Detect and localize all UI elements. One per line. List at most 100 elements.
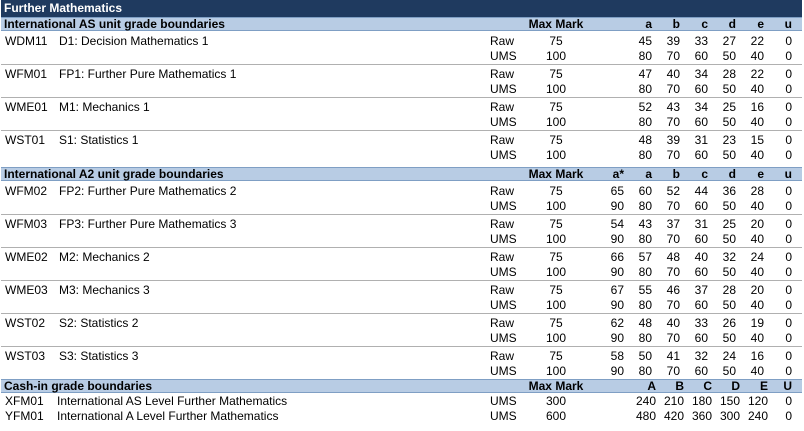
ums-grade-5: 40: [750, 364, 764, 378]
cashin-grade-header-4: E: [759, 379, 768, 393]
a2-grade-header-5: e: [757, 167, 764, 181]
raw-label: Raw: [490, 34, 515, 48]
row-divider: [1, 97, 802, 98]
raw-grade-1: 55: [638, 283, 652, 297]
a2-section-title: International A2 unit grade boundaries: [4, 167, 224, 181]
cashin-row-xfm01: XFM01 International AS Level Further Math…: [1, 394, 802, 409]
cashin-grade-3: 150: [719, 394, 740, 408]
ums-max-mark: 100: [545, 115, 567, 129]
as-max-mark-header: Max Mark: [528, 17, 584, 31]
ums-grade-2: 70: [666, 331, 680, 345]
ums-grade-3: 50: [722, 115, 736, 129]
ums-grade-1: 80: [638, 265, 652, 279]
ums-max-mark: 100: [545, 331, 567, 345]
cashin-grade-5: 0: [785, 394, 792, 408]
ums-grade-1: 80: [638, 364, 652, 378]
raw-grade-2: 46: [666, 283, 680, 297]
as-unit-wme01: WME01 M1: Mechanics 1 Raw 75 52 43 34 25 16 0 UMS 1…: [1, 99, 802, 132]
ums-grade-3: 60: [694, 265, 708, 279]
ums-grade-5: 40: [750, 232, 764, 246]
as-unit-wst01: WST01 S1: Statistics 1 Raw 75 48 39 31 23 15 0 UMS…: [1, 132, 802, 165]
as-grade-header-5: u: [784, 17, 792, 31]
unit-code: WFM03: [5, 217, 47, 231]
ums-grade-3: 50: [722, 82, 736, 96]
raw-grade-2: 41: [666, 349, 680, 363]
ums-grade-1: 80: [638, 199, 652, 213]
cashin-name: International AS Level Further Mathemati…: [57, 394, 288, 408]
raw-grade-1: 39: [666, 34, 680, 48]
as-grade-header-4: e: [757, 17, 764, 31]
row-divider: [1, 346, 802, 347]
ums-grade-0: 90: [610, 265, 624, 279]
cashin-grade-header-2: C: [703, 379, 712, 393]
cashin-grade-1: 420: [663, 409, 684, 423]
raw-max-mark: 75: [549, 316, 563, 330]
raw-grade-3: 44: [694, 184, 708, 198]
as-section-title: International AS unit grade boundaries: [4, 17, 225, 31]
unit-code: WME02: [5, 250, 48, 264]
ums-grade-1: 80: [638, 298, 652, 312]
a2-grade-header-4: d: [728, 167, 736, 181]
raw-grade-0: 62: [610, 316, 624, 330]
raw-grade-1: 43: [638, 217, 652, 231]
ums-grade-4: 40: [750, 148, 764, 162]
cashin-grade-2: 360: [691, 409, 712, 423]
ums-grade-4: 50: [722, 265, 736, 279]
cashin-grade-0: 480: [635, 409, 656, 423]
ums-grade-2: 60: [694, 115, 708, 129]
ums-grade-3: 60: [694, 364, 708, 378]
cashin-max-mark-header: Max Mark: [528, 379, 584, 393]
ums-label: UMS: [490, 199, 517, 213]
ums-grade-5: 0: [785, 115, 792, 129]
ums-grade-6: 0: [785, 298, 792, 312]
raw-grade-1: 43: [666, 100, 680, 114]
unit-name: M1: Mechanics 1: [59, 100, 150, 114]
ums-grade-5: 40: [750, 298, 764, 312]
raw-grade-0: 67: [610, 283, 624, 297]
raw-grade-5: 19: [750, 316, 764, 330]
ums-grade-4: 40: [750, 82, 764, 96]
ums-grade-0: 80: [638, 49, 652, 63]
raw-grade-1: 57: [638, 250, 652, 264]
as-grade-header-3: d: [728, 17, 736, 31]
unit-name: M3: Mechanics 3: [59, 283, 150, 297]
ums-grade-1: 80: [638, 331, 652, 345]
raw-max-mark: 75: [549, 34, 563, 48]
ums-label: UMS: [490, 232, 517, 246]
a2-unit-wst03: WST03 S3: Statistics 3 Raw 75 58 50 41 32 24 16 0 U…: [1, 348, 802, 381]
raw-grade-3: 37: [694, 283, 708, 297]
raw-grade-6: 0: [785, 184, 792, 198]
raw-grade-4: 28: [722, 283, 736, 297]
cashin-grade-5: 0: [785, 409, 792, 423]
unit-name: FP1: Further Pure Mathematics 1: [59, 67, 237, 81]
unit-name: FP3: Further Pure Mathematics 3: [59, 217, 237, 231]
unit-code: WFM01: [5, 67, 47, 81]
raw-grade-3: 31: [694, 217, 708, 231]
unit-code: WST03: [5, 349, 46, 363]
a2-grade-header-3: c: [701, 167, 708, 181]
ums-grade-4: 50: [722, 298, 736, 312]
ums-grade-4: 50: [722, 199, 736, 213]
unit-code: WME01: [5, 100, 48, 114]
raw-grade-2: 52: [666, 184, 680, 198]
raw-grade-2: 37: [666, 217, 680, 231]
raw-grade-2: 40: [666, 316, 680, 330]
raw-grade-0: 54: [610, 217, 624, 231]
unit-name: FP2: Further Pure Mathematics 2: [59, 184, 237, 198]
as-grade-header-1: b: [672, 17, 680, 31]
a2-unit-wst02: WST02 S2: Statistics 2 Raw 75 62 48 40 33 26 19 0 U…: [1, 315, 802, 348]
raw-grade-5: 20: [750, 217, 764, 231]
raw-grade-2: 33: [694, 34, 708, 48]
ums-max-mark: 100: [545, 265, 567, 279]
raw-grade-0: 45: [638, 34, 652, 48]
unit-code: WDM11: [5, 34, 48, 48]
row-divider: [1, 280, 802, 281]
ums-grade-5: 0: [785, 148, 792, 162]
ums-grade-0: 90: [610, 364, 624, 378]
ums-max-mark: 100: [545, 298, 567, 312]
raw-grade-0: 66: [610, 250, 624, 264]
cashin-max-mark: 300: [545, 394, 567, 408]
unit-code: WFM02: [5, 184, 47, 198]
raw-grade-5: 16: [750, 349, 764, 363]
ums-grade-4: 50: [722, 331, 736, 345]
